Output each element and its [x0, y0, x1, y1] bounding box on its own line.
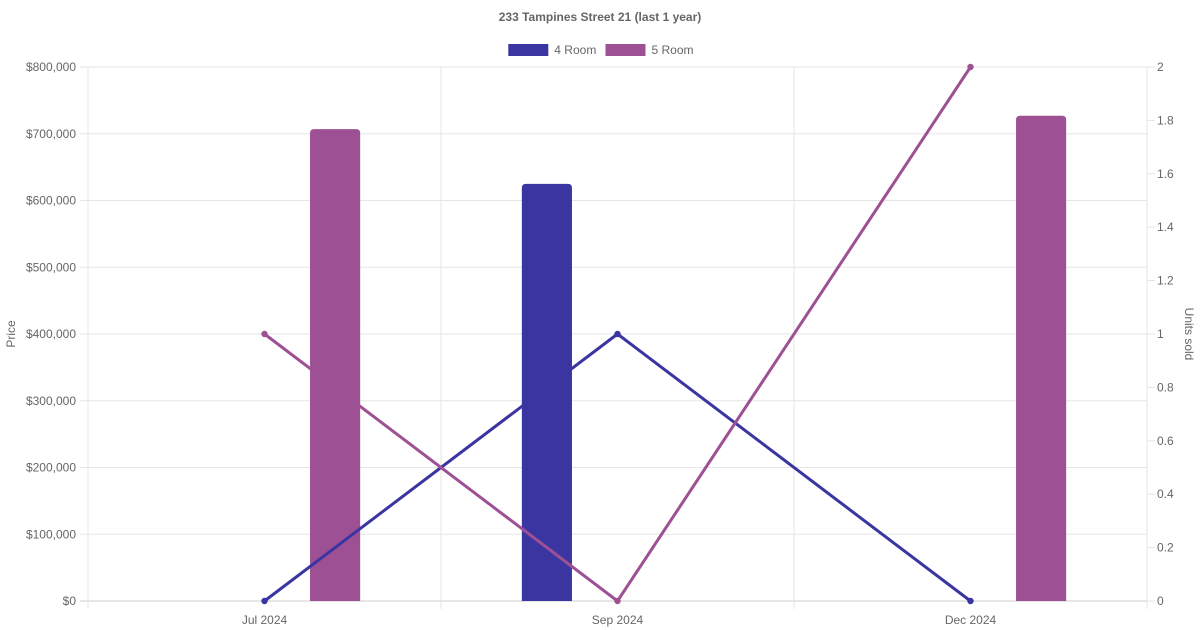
right-tick-label: 0: [1157, 594, 1164, 608]
price-bars: [310, 115, 1067, 601]
chart-title: 233 Tampines Street 21 (last 1 year): [499, 10, 702, 24]
x-tick-label: Sep 2024: [592, 613, 644, 627]
left-tick-label: $700,000: [26, 127, 76, 141]
point-4-room: [614, 330, 621, 338]
bar-5-room: [310, 129, 361, 601]
legend-label-4-room: 4 Room: [554, 43, 596, 57]
point-4-room: [261, 597, 268, 605]
right-tick-label: 0.6: [1157, 434, 1174, 448]
right-tick-label: 1.4: [1157, 220, 1174, 234]
legend-swatch-5-room: [605, 44, 646, 56]
x-axis-ticks: Jul 2024 Sep 2024 Dec 2024: [242, 613, 997, 627]
left-tick-label: $800,000: [26, 60, 76, 74]
bar-5-room: [1016, 115, 1067, 601]
units-sold-lines: [261, 63, 974, 605]
right-tick-label: 2: [1157, 60, 1164, 74]
left-tick-label: $200,000: [26, 461, 76, 475]
right-tick-label: 0.2: [1157, 541, 1174, 555]
right-tick-label: 1.2: [1157, 274, 1174, 288]
x-tick-label: Jul 2024: [242, 613, 288, 627]
left-tick-label: $0: [63, 594, 77, 608]
point-5-room: [261, 330, 268, 338]
right-tick-label: 0.8: [1157, 380, 1174, 394]
point-5-room: [614, 597, 621, 605]
bar-4-room: [521, 183, 572, 601]
left-tick-label: $500,000: [26, 260, 76, 274]
left-axis-title: Price: [4, 320, 18, 348]
grid-lines: [80, 66, 1155, 609]
right-tick-label: 0.4: [1157, 487, 1174, 501]
left-tick-label: $400,000: [26, 327, 76, 341]
left-tick-label: $100,000: [26, 527, 76, 541]
right-axis-title: Units sold: [1182, 308, 1196, 361]
legend-label-5-room: 5 Room: [652, 43, 694, 57]
right-tick-label: 1.8: [1157, 113, 1174, 127]
x-tick-label: Dec 2024: [945, 613, 997, 627]
legend-swatch-4-room: [508, 44, 549, 56]
left-tick-label: $600,000: [26, 194, 76, 208]
left-tick-label: $300,000: [26, 394, 76, 408]
right-tick-label: 1.6: [1157, 167, 1174, 181]
right-axis-ticks: 0 0.2 0.4 0.6 0.8 1 1.2 1.4 1.6 1.8 2: [1157, 60, 1174, 608]
left-axis-ticks: $0 $100,000 $200,000 $300,000 $400,000 $500,0…: [26, 60, 76, 608]
point-4-room: [967, 597, 974, 605]
point-5-room: [967, 63, 974, 71]
right-tick-label: 1: [1157, 327, 1164, 341]
legend: 4 Room 5 Room: [508, 43, 694, 57]
